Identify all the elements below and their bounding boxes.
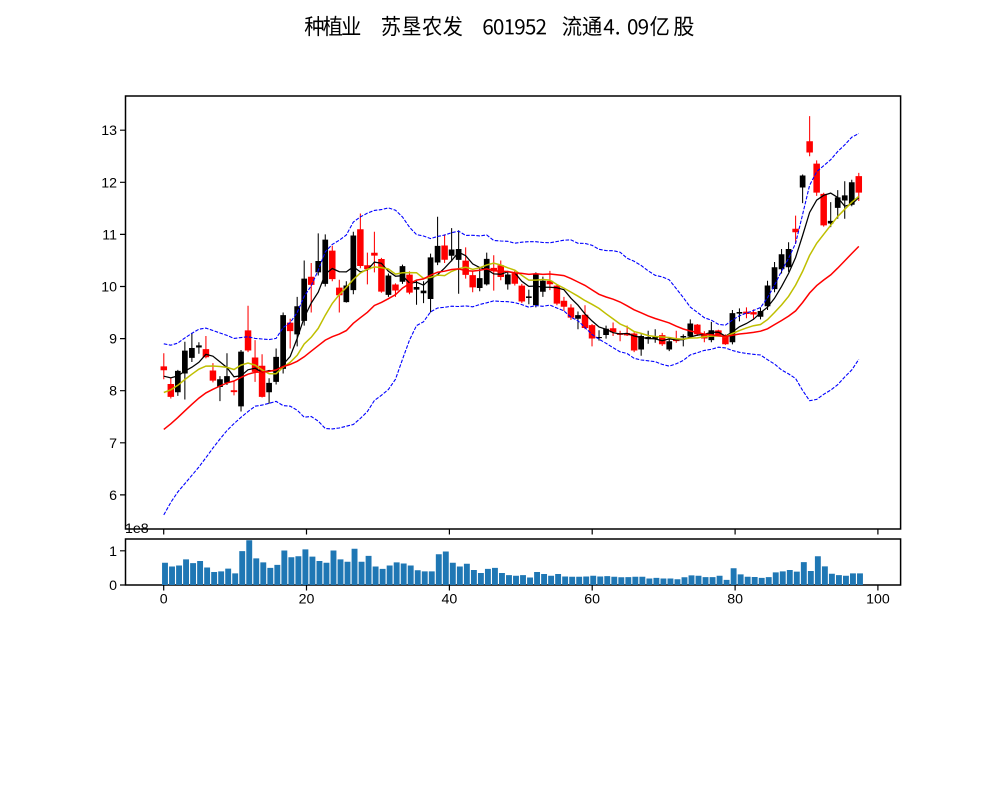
svg-text:100: 100 <box>866 592 890 608</box>
svg-text:7: 7 <box>109 436 117 452</box>
svg-text:0: 0 <box>160 592 168 608</box>
svg-text:10: 10 <box>101 280 117 296</box>
svg-text:80: 80 <box>727 592 743 608</box>
svg-text:1: 1 <box>109 544 117 560</box>
svg-text:60: 60 <box>584 592 600 608</box>
svg-text:6: 6 <box>109 488 117 504</box>
svg-text:12: 12 <box>101 175 117 191</box>
svg-text:40: 40 <box>442 592 458 608</box>
svg-text:13: 13 <box>101 123 117 139</box>
svg-text:11: 11 <box>102 227 117 243</box>
svg-text:8: 8 <box>109 384 117 400</box>
svg-text:0: 0 <box>109 578 117 594</box>
svg-text:1e8: 1e8 <box>125 521 149 537</box>
svg-text:20: 20 <box>299 592 315 608</box>
svg-text:9: 9 <box>109 332 117 348</box>
